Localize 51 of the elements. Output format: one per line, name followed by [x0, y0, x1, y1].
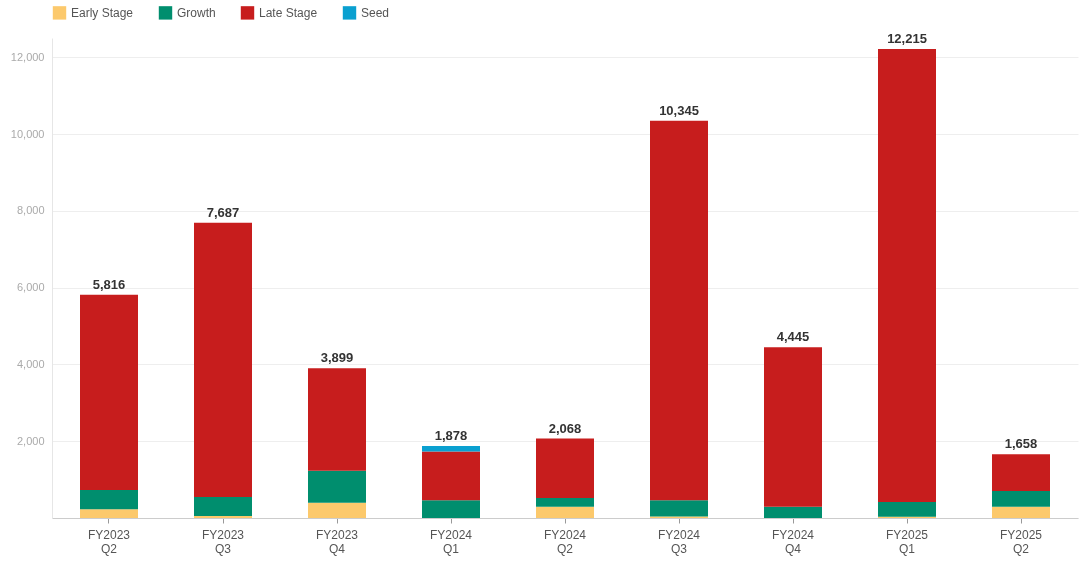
bar [650, 120, 708, 501]
bar [308, 368, 366, 471]
x-tick-label: FY2025 Q1 [885, 527, 929, 556]
y-tick-label: 10,000 [10, 127, 45, 140]
total-label: 2,068 [548, 420, 582, 436]
total-label: 3,899 [320, 350, 354, 366]
bar [422, 445, 480, 452]
bar [764, 347, 822, 507]
bar [650, 500, 708, 517]
bar [764, 506, 822, 518]
y-tick-label: 4,000 [16, 357, 45, 370]
bar [992, 491, 1050, 507]
total-label: 1,658 [1004, 436, 1038, 452]
bar [308, 470, 366, 503]
legend-label: Early Stage [71, 5, 134, 20]
legend-label: Growth [177, 5, 216, 20]
x-tick-label: FY2023 Q4 [315, 527, 359, 556]
total-label: 5,816 [92, 276, 126, 292]
x-tick-label: FY2024 Q3 [657, 527, 701, 556]
bar [308, 502, 366, 518]
bar [878, 48, 936, 503]
bar [536, 498, 594, 507]
total-label: 12,215 [887, 30, 927, 46]
legend-label: Seed [361, 5, 390, 20]
bar [194, 497, 252, 517]
bar [80, 509, 138, 518]
x-tick-label: FY2024 Q4 [771, 527, 815, 556]
bar [422, 500, 480, 518]
x-tick-label: FY2023 Q2 [87, 527, 131, 556]
x-tick-label: FY2023 Q3 [201, 527, 245, 556]
bar [80, 489, 138, 510]
bar [194, 222, 252, 498]
bar [992, 454, 1050, 492]
y-tick-label: 12,000 [10, 50, 45, 63]
legend-label: Late Stage [259, 5, 318, 20]
y-tick-label: 8,000 [16, 204, 45, 217]
x-tick-label: FY2025 Q2 [999, 527, 1043, 556]
bar [992, 506, 1050, 518]
y-tick-label: 6,000 [16, 281, 45, 294]
total-label: 10,345 [659, 102, 699, 118]
bar [536, 438, 594, 499]
bar [80, 294, 138, 490]
bar [422, 451, 480, 501]
total-label: 4,445 [776, 329, 810, 345]
total-label: 1,878 [434, 427, 468, 443]
bar [878, 502, 936, 517]
bar [536, 506, 594, 518]
total-label: 7,687 [206, 204, 240, 220]
y-tick-label: 2,000 [16, 434, 45, 447]
x-tick-label: FY2024 Q1 [429, 527, 473, 556]
x-tick-label: FY2024 Q2 [543, 527, 587, 556]
